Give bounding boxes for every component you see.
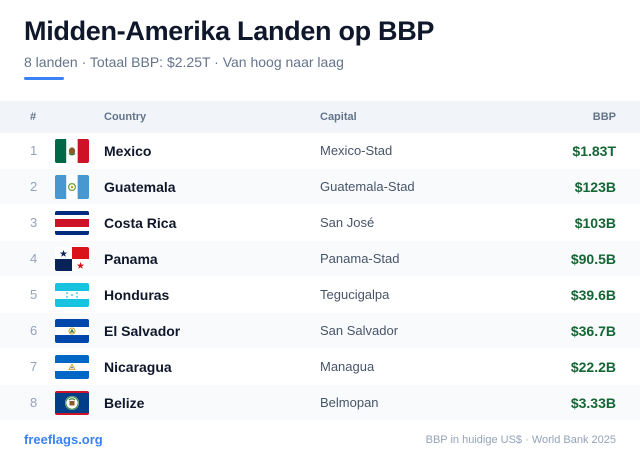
table-row[interactable]: 4 Panama Panama-Stad $90.5B — [0, 241, 640, 277]
row-gdp: $90.5B — [570, 250, 616, 267]
row-capital: San Salvador — [320, 323, 399, 338]
page-footer: freeflags.org BBP in huidige US$ · World… — [24, 432, 616, 447]
row-capital: Panama-Stad — [320, 251, 400, 266]
row-gdp: $22.2B — [570, 358, 616, 375]
row-gdp: $103B — [574, 214, 616, 231]
table-row[interactable]: 2 Guatemala Guatemala-Stad $123B — [0, 169, 640, 205]
column-header-capital[interactable]: Capital — [320, 111, 357, 123]
belize-flag-icon — [55, 390, 89, 415]
nicaragua-flag-icon — [55, 354, 89, 379]
row-country[interactable]: Nicaragua — [104, 358, 172, 375]
page-header: Midden-Amerika Landen op BBP 8 landen · … — [24, 14, 616, 80]
row-capital: Mexico-Stad — [320, 143, 393, 158]
row-gdp: $3.33B — [570, 394, 616, 411]
row-country[interactable]: Guatemala — [104, 178, 176, 195]
row-country[interactable]: Mexico — [104, 142, 152, 159]
column-header-num[interactable]: # — [30, 111, 37, 123]
row-country[interactable]: El Salvador — [104, 322, 181, 339]
honduras-flag-icon — [55, 282, 89, 307]
row-gdp: $123B — [574, 178, 616, 195]
table-row[interactable]: 8 Belize Belmopan $3.33B — [0, 385, 640, 421]
table-row[interactable]: 3 Costa Rica San José $103B — [0, 205, 640, 241]
row-country[interactable]: Belize — [104, 394, 145, 411]
row-country[interactable]: Honduras — [104, 286, 170, 303]
costa-rica-flag-icon — [55, 210, 89, 235]
column-header-gdp[interactable]: BBP — [592, 111, 616, 123]
panama-flag-icon — [55, 246, 89, 271]
table-row[interactable]: 5 Honduras Tegucigalpa $39.6B — [0, 277, 640, 313]
row-rank: 4 — [30, 251, 38, 266]
page-subtitle: 8 landen · Totaal BBP: $2.25T · Van hoog… — [24, 54, 344, 70]
row-rank: 7 — [30, 359, 38, 374]
source-link[interactable]: freeflags.org — [24, 432, 103, 447]
row-rank: 5 — [30, 287, 38, 302]
row-capital: Managua — [320, 359, 375, 374]
page-title: Midden-Amerika Landen op BBP — [24, 16, 435, 46]
row-rank: 6 — [30, 323, 38, 338]
row-capital: Guatemala-Stad — [320, 179, 415, 194]
table-row[interactable]: 1 Mexico Mexico-Stad $1.83T — [0, 133, 640, 169]
source-note: BBP in huidige US$ · World Bank 2025 — [425, 433, 616, 446]
row-gdp: $36.7B — [570, 322, 616, 339]
row-capital: Tegucigalpa — [320, 287, 390, 302]
row-rank: 2 — [30, 179, 38, 194]
row-rank: 1 — [30, 143, 38, 158]
row-gdp: $39.6B — [570, 286, 616, 303]
guatemala-flag-icon — [55, 174, 89, 199]
row-country[interactable]: Panama — [104, 250, 158, 267]
table-row[interactable]: 6 El Salvador San Salvador $36.7B — [0, 313, 640, 349]
row-capital: San José — [320, 215, 375, 230]
table-header: # Country Capital BBP — [0, 101, 640, 133]
row-country[interactable]: Costa Rica — [104, 214, 177, 231]
row-rank: 3 — [30, 215, 38, 230]
row-rank: 8 — [30, 395, 38, 410]
row-gdp: $1.83T — [572, 142, 616, 159]
table-row[interactable]: 7 Nicaragua Managua $22.2B — [0, 349, 640, 385]
column-header-country[interactable]: Country — [104, 111, 147, 123]
row-capital: Belmopan — [320, 395, 379, 410]
mexico-flag-icon — [55, 138, 89, 163]
el-salvador-flag-icon — [55, 318, 89, 343]
title-accent-bar — [24, 77, 64, 80]
countries-table: # Country Capital BBP 1 Mexico Mexico-St… — [0, 101, 640, 421]
